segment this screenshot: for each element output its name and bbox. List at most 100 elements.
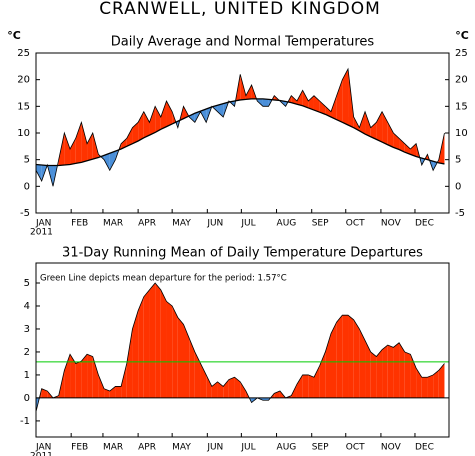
fill-area — [149, 282, 156, 398]
fill-area — [296, 374, 303, 398]
fill-area — [132, 122, 139, 144]
fill-area — [240, 381, 246, 398]
fill-area — [302, 90, 309, 108]
fill-area — [87, 133, 93, 161]
y-tick-label: 0 — [24, 393, 30, 404]
fill-area — [121, 363, 127, 398]
fill-area — [200, 363, 207, 398]
fill-area — [404, 143, 411, 155]
fill-area — [75, 361, 82, 398]
fill-area — [319, 351, 326, 398]
fill-area — [376, 349, 383, 398]
x-tick-label: JUL — [240, 443, 255, 453]
fill-area — [393, 342, 400, 398]
fill-area — [308, 95, 314, 111]
fill-area — [296, 90, 303, 106]
fill-area — [274, 391, 280, 398]
fill-area — [336, 315, 343, 398]
fill-area — [399, 138, 405, 153]
x-tick-label: AUG — [277, 219, 297, 229]
x-tick-label: MAY — [172, 219, 191, 229]
fill-area — [404, 351, 411, 398]
annotation: Green Line depicts mean departure for th… — [40, 274, 287, 284]
fill-area — [177, 317, 184, 398]
fill-area — [183, 324, 190, 398]
y2-tick-label: 20 — [455, 75, 468, 86]
fill-area — [160, 289, 167, 398]
fill-area — [313, 365, 320, 398]
fill-area — [262, 98, 269, 107]
y-tick-label: -1 — [20, 416, 30, 427]
plot-frame — [35, 262, 450, 438]
x-sub-label: 2011 — [30, 228, 53, 238]
fill-area — [365, 111, 371, 137]
fill-area — [342, 315, 349, 398]
x-tick-label: NOV — [381, 219, 402, 229]
fill-area — [143, 289, 150, 398]
y-tick-label: 10 — [17, 128, 30, 139]
fill-area — [331, 95, 337, 120]
x-tick-label: SEP — [312, 219, 329, 229]
fill-area — [376, 111, 383, 143]
fill-area — [382, 345, 388, 398]
fill-area — [410, 143, 417, 157]
fill-area — [206, 374, 212, 398]
fill-area — [36, 164, 42, 181]
page-title: CRANWELL, UNITED KINGDOM — [99, 0, 381, 19]
value-line — [35, 282, 445, 412]
x-tick-label: JAN — [35, 219, 51, 229]
value-line — [35, 67, 445, 187]
fill-area — [433, 370, 439, 398]
panel-title: 31-Day Running Mean of Daily Temperature… — [62, 246, 423, 261]
fill-area — [189, 338, 195, 398]
fill-area — [98, 374, 105, 398]
fill-area — [87, 354, 93, 398]
x-tick-label: APR — [138, 219, 156, 229]
fill-area — [245, 85, 252, 100]
fill-area — [302, 374, 309, 398]
y-tick-label: 2 — [24, 347, 30, 358]
x-tick-label: MAR — [103, 443, 123, 453]
fill-area — [194, 351, 201, 398]
x-tick-label: OCT — [346, 219, 365, 229]
y-tick-label: 3 — [24, 324, 30, 335]
fill-area — [64, 354, 71, 398]
x-sub-label: 2011 — [30, 452, 53, 456]
x-tick-label: JAN — [35, 443, 51, 453]
fill-area — [342, 69, 349, 125]
fill-area — [331, 322, 337, 398]
y-tick-label: 5 — [24, 278, 30, 289]
x-tick-label: NOV — [381, 443, 402, 453]
y-tick-label: 4 — [24, 301, 30, 312]
fill-area — [438, 363, 445, 398]
x-tick-label: JUL — [240, 219, 255, 229]
fill-area — [223, 379, 229, 398]
fill-area — [132, 310, 139, 398]
fill-area — [104, 388, 110, 398]
fill-area — [64, 133, 71, 165]
fill-area — [138, 111, 144, 141]
fill-area — [126, 127, 133, 147]
fill-area — [172, 305, 178, 398]
fill-area — [359, 328, 366, 398]
normal-line — [35, 98, 445, 167]
fill-area — [81, 122, 88, 163]
fill-area — [160, 101, 167, 130]
fill-area — [217, 381, 224, 398]
x-tick-label: DEC — [415, 443, 434, 453]
fill-area — [104, 153, 110, 171]
y2-tick-label: 15 — [455, 101, 468, 112]
fill-area — [319, 101, 326, 115]
x-tick-label: FEB — [71, 443, 88, 453]
fill-area — [399, 342, 405, 398]
fill-area — [166, 101, 173, 127]
y-tick-label: 20 — [17, 75, 30, 86]
fill-area — [336, 79, 343, 123]
y-tick-label: 15 — [17, 101, 30, 112]
fill-area — [143, 111, 150, 138]
fill-area — [109, 151, 116, 171]
panel-title: Daily Average and Normal Temperatures — [111, 35, 375, 50]
fill-area — [149, 106, 156, 136]
fill-area — [211, 381, 218, 398]
